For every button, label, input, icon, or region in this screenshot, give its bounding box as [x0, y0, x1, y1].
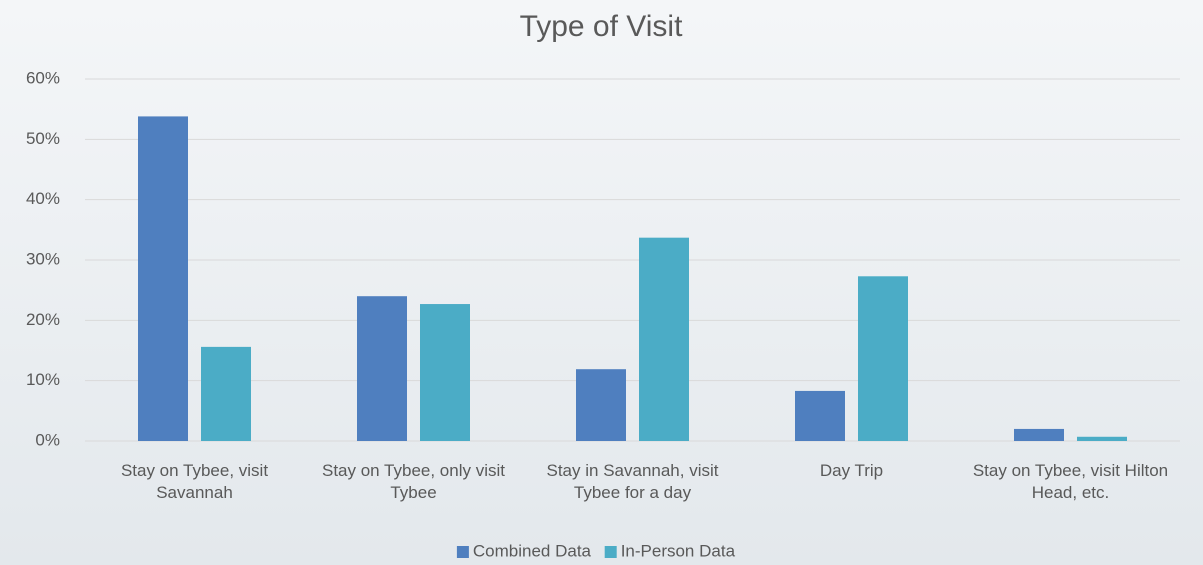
bar: [1014, 428, 1064, 441]
y-tick-label: 10%: [26, 370, 60, 389]
bar: [795, 390, 845, 441]
bar: [420, 304, 470, 441]
bar: [201, 346, 251, 441]
bar: [639, 237, 689, 441]
y-tick-label: 50%: [26, 129, 60, 148]
y-tick-label: 30%: [26, 249, 60, 268]
y-tick-label: 60%: [26, 68, 60, 87]
bar: [576, 369, 626, 441]
x-tick-label: Stay on Tybee, only visit Tybee: [321, 461, 505, 502]
chart-title: Type of Visit: [520, 10, 684, 43]
y-tick-label: 40%: [26, 189, 60, 208]
legend-label: Combined Data: [473, 541, 592, 560]
legend-swatch: [604, 546, 617, 558]
bar: [357, 296, 407, 441]
y-tick-label: 20%: [26, 310, 60, 329]
x-tick-label: Stay in Savannah, visit Tybee for a day: [546, 461, 719, 502]
x-tick-label: Stay on Tybee, visit Savannah: [120, 461, 269, 502]
legend-swatch: [456, 546, 469, 558]
y-tick-label: 0%: [35, 430, 60, 449]
legend-label: In-Person Data: [621, 541, 736, 560]
x-tick-label: Day Trip: [819, 461, 884, 480]
bar: [1077, 436, 1127, 441]
x-tick-label: Stay on Tybee, visit Hilton Head, etc.: [972, 461, 1169, 502]
bar: [858, 276, 908, 441]
bar: [138, 116, 188, 441]
